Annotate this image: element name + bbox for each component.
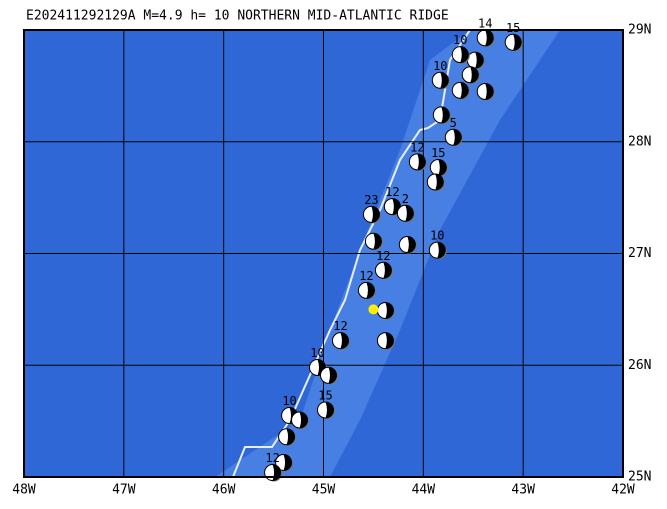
beachball-quadrant: [441, 106, 450, 123]
depth-label: 2: [402, 192, 409, 206]
beachball-quadrant: [460, 82, 469, 99]
depth-label: 15: [318, 388, 332, 402]
depth-label: 10: [282, 394, 296, 408]
beachball-quadrant: [373, 233, 382, 250]
focal-mechanism: [291, 411, 310, 430]
beachball-quadrant: [385, 332, 394, 349]
beachball-quadrant: [328, 367, 337, 384]
focal-mechanism: [278, 428, 297, 446]
depth-label: 12: [359, 269, 373, 283]
lon-tick-label: 46W: [212, 483, 236, 498]
depth-label: 10: [453, 33, 467, 47]
lat-tick-label: 25N: [628, 470, 651, 485]
beachball-quadrant: [366, 282, 375, 299]
depth-label: 5: [450, 116, 457, 130]
map-title: E202411292129A M=4.9 h= 10 NORTHERN MID-…: [26, 9, 449, 24]
focal-mechanism: 15: [504, 21, 523, 52]
depth-label: 10: [310, 346, 324, 360]
depth-label: 15: [506, 21, 520, 35]
beachball-quadrant: [513, 34, 522, 51]
beachball-quadrant: [470, 66, 479, 83]
depth-label: 10: [430, 229, 444, 243]
beachball-quadrant: [371, 206, 380, 223]
beachball-quadrant: [385, 302, 394, 319]
epicenter: [368, 304, 379, 315]
lat-tick-label: 29N: [628, 23, 651, 38]
depth-label: 10: [433, 59, 447, 73]
depth-label: 12: [265, 451, 279, 465]
focal-mechanism: [432, 106, 451, 124]
beachball-quadrant: [438, 159, 447, 176]
beachball-quadrant: [475, 52, 484, 69]
beachball-quadrant: [453, 129, 462, 146]
map-frame: [23, 29, 624, 478]
depth-label: 12: [333, 319, 347, 333]
beachball-quadrant: [485, 29, 494, 46]
focal-mechanism: 2: [396, 192, 415, 223]
focal-mechanism: 12: [408, 140, 427, 171]
lon-tick-label: 48W: [12, 483, 36, 498]
lon-tick-label: 45W: [312, 483, 336, 498]
focal-mechanism: 10: [431, 59, 450, 90]
focal-mechanism: 5: [444, 116, 463, 147]
lat-tick-label: 28N: [628, 134, 651, 149]
beachball-quadrant: [437, 242, 446, 259]
beachball-quadrant: [405, 205, 414, 222]
focal-mechanism: [376, 301, 395, 320]
focal-mechanism: [275, 453, 294, 472]
beachball-quadrant: [485, 83, 494, 100]
lon-tick-label: 44W: [412, 483, 436, 498]
lon-tick-label: 43W: [511, 483, 535, 498]
focal-mechanism: 23: [362, 193, 381, 224]
focal-mechanism: 12: [331, 319, 350, 350]
depth-label: 12: [385, 185, 399, 199]
focal-mechanism: 10: [451, 33, 470, 64]
focal-mechanism: 12: [374, 249, 393, 280]
focal-mechanism: [364, 232, 383, 251]
beachball-quadrant: [340, 332, 349, 349]
beachball-quadrant: [286, 428, 295, 445]
beachball-quadrant: [283, 454, 292, 471]
beachball-quadrant: [435, 173, 444, 190]
focal-mechanism: 15: [429, 146, 448, 177]
focal-mechanism: [426, 173, 445, 191]
lat-tick-label: 27N: [628, 246, 651, 261]
focal-mechanism: [451, 81, 470, 100]
lon-tick-label: 42W: [611, 483, 635, 498]
depth-label: 12: [410, 140, 424, 154]
focal-mechanism: [398, 236, 417, 254]
beachball-quadrant: [325, 401, 334, 418]
focal-mechanism: [461, 66, 480, 84]
focal-mechanism: 12: [357, 269, 376, 300]
focal-mechanism: [466, 51, 485, 70]
beachball-quadrant: [417, 153, 426, 170]
depth-label: 23: [364, 193, 378, 207]
beachball-quadrant: [440, 72, 449, 89]
focal-mechanism: [376, 332, 395, 350]
beachball-quadrant: [460, 46, 469, 63]
beachball-quadrant: [383, 262, 392, 279]
focal-mechanism: 10: [428, 229, 447, 260]
beachball-quadrant: [407, 236, 416, 253]
focal-mechanism: [319, 366, 338, 385]
depth-label: 14: [478, 16, 492, 30]
lon-tick-label: 47W: [112, 483, 136, 498]
depth-label: 12: [376, 249, 390, 263]
depth-label: 15: [431, 146, 445, 160]
focal-mechanism: [476, 82, 495, 101]
focal-mechanism: 15: [316, 388, 335, 419]
lat-tick-label: 26N: [628, 358, 651, 373]
beachball-quadrant: [299, 412, 308, 429]
